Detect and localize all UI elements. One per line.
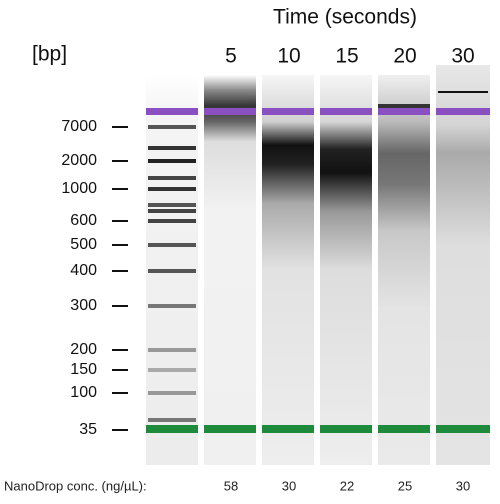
ladder-size: 35 [79, 421, 97, 438]
ladder-band [148, 176, 196, 180]
ladder-size: 600 [70, 212, 97, 229]
lane [378, 75, 430, 465]
lane-label: 30 [451, 45, 474, 68]
ladder-band [148, 203, 196, 207]
lane-label: 20 [393, 45, 416, 68]
ladder-band [148, 348, 196, 352]
ladder-bands [148, 125, 196, 422]
lane [204, 75, 256, 465]
lane-label: 15 [335, 45, 358, 68]
lane [320, 75, 372, 465]
ladder-size: 400 [70, 262, 97, 279]
ladder-band [148, 125, 196, 129]
ladder-band [148, 146, 196, 150]
ladder-band [148, 187, 196, 191]
concentrations: 58 30 22 25 30 [224, 478, 470, 493]
lane-label: 5 [225, 45, 237, 68]
concentration: 25 [398, 478, 412, 493]
ladder-band [148, 243, 196, 247]
ladder-size: 7000 [61, 118, 97, 135]
ladder-band [148, 418, 196, 422]
ladder-band [148, 159, 196, 163]
lane [262, 75, 314, 465]
concentration: 30 [456, 478, 470, 493]
ladder-labels: 7000 2000 1000 600 500 400 300 200 150 100 35 [61, 118, 128, 438]
ladder-size: 100 [70, 384, 97, 401]
ladder-band [148, 368, 196, 372]
ladder-band [148, 304, 196, 308]
ladder-size: 500 [70, 236, 97, 253]
ladder-band [148, 391, 196, 395]
band [378, 104, 430, 108]
lane-labels: 5 10 15 20 30 [225, 45, 475, 68]
ladder-size: 2000 [61, 152, 97, 169]
lane [436, 65, 490, 465]
ladder-size: 200 [70, 341, 97, 358]
lane-label: 10 [277, 45, 300, 68]
ladder-band [148, 269, 196, 273]
title: Time (seconds) [273, 6, 417, 29]
bp-unit: [bp] [32, 43, 67, 66]
ladder-band [148, 219, 196, 223]
ladder-size: 300 [70, 297, 97, 314]
concentration: 58 [224, 478, 238, 493]
footer-label: NanoDrop conc. (ng/µL): [4, 478, 147, 493]
concentration: 30 [282, 478, 296, 493]
ladder-size: 1000 [61, 180, 97, 197]
lane-gaps [198, 60, 436, 470]
ladder-band [148, 209, 196, 213]
ladder-size: 150 [70, 361, 97, 378]
concentration: 22 [340, 478, 354, 493]
